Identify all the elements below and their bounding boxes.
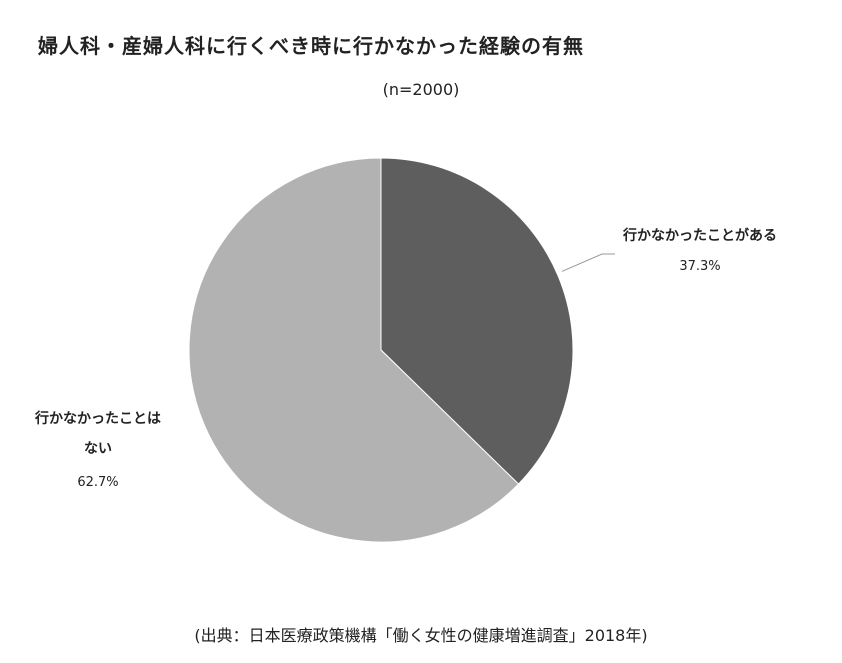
leader-line	[561, 253, 615, 272]
slice-value-went-not: 37.3%	[679, 259, 720, 274]
source-citation: (出典：日本医療政策機構「働く女性の健康増進調査」2018年)	[194, 626, 648, 645]
pie-slice-went-not	[380, 157, 574, 485]
chart-title: 婦人科・産婦人科に行くべき時に行かなかった経験の有無	[38, 34, 584, 58]
slice-value-never-skipped: 62.7%	[77, 475, 118, 490]
pie-slice-never-skipped	[188, 157, 520, 543]
slice-label-never-skipped-line1: 行かなかったことは	[34, 410, 161, 427]
chart-subtitle: (n=2000)	[382, 80, 460, 99]
pie-slices	[188, 157, 574, 543]
slice-label-went-not: 行かなかったことがある	[622, 227, 777, 244]
slice-label-never-skipped-line2: ない	[84, 441, 112, 457]
